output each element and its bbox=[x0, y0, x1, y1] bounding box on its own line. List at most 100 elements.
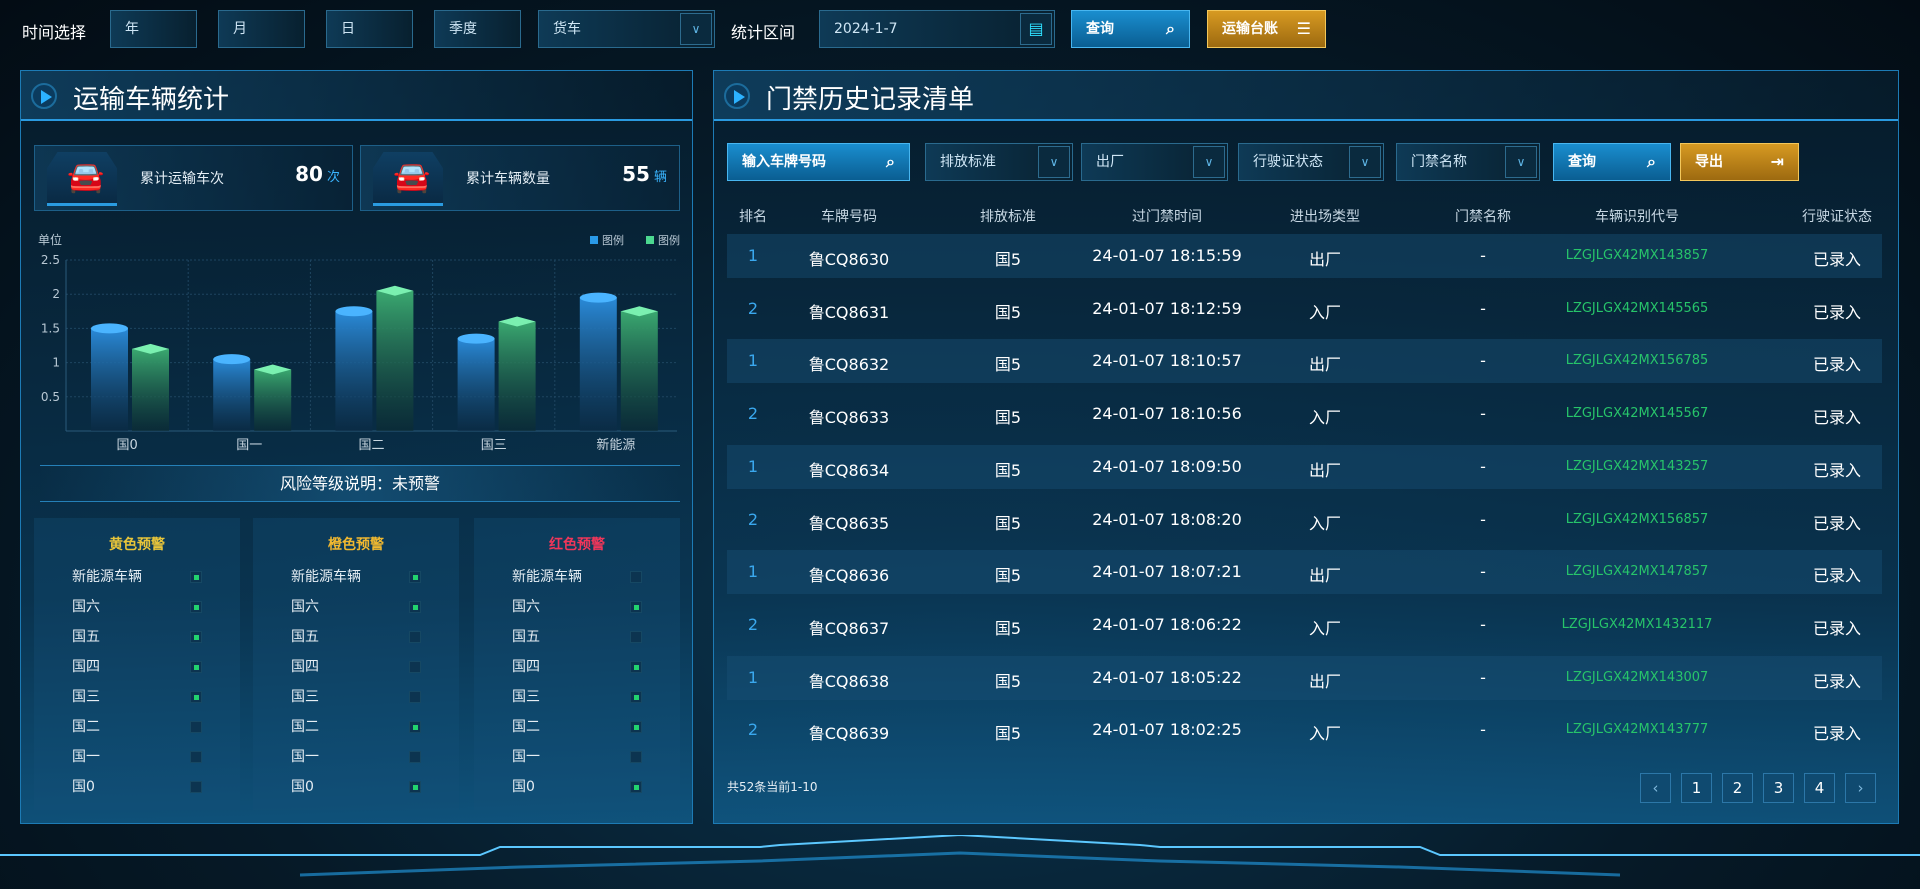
ledger-button[interactable]: 运输台账 ☰ bbox=[1207, 10, 1326, 48]
table-row[interactable]: 2 鲁CQ8639 国5 24-01-07 18:02:25 入厂 - LZGJLGX42M… bbox=[727, 708, 1882, 752]
status-indicator bbox=[630, 781, 642, 793]
gate-name-filter[interactable]: 门禁名称 ∨ bbox=[1396, 143, 1540, 181]
warning-item: 国二 bbox=[253, 712, 459, 742]
emission-bar-chart: 单位 0.5 1 1.5 2 2.5 国0 国一 国二 国三 新能源 图例 图例 bbox=[38, 232, 680, 453]
gate-history-panel: 门禁历史记录清单 bbox=[713, 70, 1899, 824]
stat-value: 55 辆 bbox=[622, 162, 667, 186]
day-select[interactable]: 日 bbox=[326, 10, 413, 48]
play-icon bbox=[724, 83, 750, 109]
table-cell: LZGJLGX42MX143777 bbox=[1565, 722, 1709, 738]
table-cell: 1 bbox=[747, 246, 759, 265]
column-header: 排放标准 bbox=[980, 209, 1036, 225]
y-tick-label: 1.5 bbox=[41, 321, 60, 335]
table-row[interactable]: 2 鲁CQ8631 国5 24-01-07 18:12:59 入厂 - LZGJLGX42M… bbox=[727, 287, 1882, 331]
table-cell: - bbox=[1480, 562, 1486, 582]
table-cell: 24-01-07 18:05:22 bbox=[1092, 667, 1242, 687]
prev-page-button[interactable]: ‹ bbox=[1640, 773, 1671, 803]
plate-search-input[interactable]: 输入车牌号码 ⌕ bbox=[727, 143, 910, 181]
warning-item: 国四 bbox=[253, 652, 459, 682]
year-select[interactable]: 年 bbox=[110, 10, 197, 48]
table-query-button[interactable]: 查询 ⌕ bbox=[1553, 143, 1671, 181]
table-cell: 入厂 bbox=[1308, 724, 1342, 744]
bar bbox=[579, 297, 617, 431]
table-row[interactable]: 2 鲁CQ8635 国5 24-01-07 18:08:20 入厂 - LZGJLGX42M… bbox=[727, 498, 1882, 542]
legend-swatch bbox=[646, 236, 654, 244]
next-page-button[interactable]: › bbox=[1845, 773, 1876, 803]
vehicle-type-select[interactable]: 货车 ∨ bbox=[538, 10, 715, 48]
x-tick-label: 国一 bbox=[236, 438, 262, 453]
table-cell: 国5 bbox=[994, 355, 1022, 375]
warning-item: 国0 bbox=[474, 772, 680, 802]
date-input[interactable]: 2024-1-7 ▤ bbox=[819, 10, 1055, 48]
export-label: 导出 bbox=[1695, 154, 1723, 170]
license-status-filter[interactable]: 行驶证状态 ∨ bbox=[1238, 143, 1384, 181]
table-cell: LZGJLGX42MX156857 bbox=[1565, 511, 1709, 527]
table-row[interactable]: 1 鲁CQ8636 国5 24-01-07 18:07:21 出厂 - LZGJLGX42M… bbox=[727, 550, 1882, 595]
gate-name-value: 门禁名称 bbox=[1411, 154, 1467, 170]
warning-item-label: 国五 bbox=[72, 629, 100, 645]
table-row[interactable]: 1 鲁CQ8630 国5 24-01-07 18:15:59 出厂 - LZGJLGX42M… bbox=[727, 234, 1882, 278]
table-cell: 24-01-07 18:10:56 bbox=[1092, 404, 1242, 424]
warning-item-label: 国五 bbox=[291, 629, 319, 645]
status-indicator bbox=[409, 571, 421, 583]
status-indicator bbox=[630, 571, 642, 583]
warning-column: 黄色预警 新能源车辆 国六 国五 国四 国三 国二 国一 国0 bbox=[34, 518, 240, 810]
car-icon: 🚘 bbox=[47, 152, 117, 206]
bar-cap bbox=[620, 306, 658, 317]
warning-item-label: 新能源车辆 bbox=[72, 569, 142, 585]
table-cell: 出厂 bbox=[1308, 671, 1342, 691]
warning-item-label: 国0 bbox=[291, 779, 314, 795]
table-cell: - bbox=[1480, 614, 1486, 634]
warning-title: 橙色预警 bbox=[328, 537, 384, 553]
x-tick-label: 新能源 bbox=[596, 437, 635, 453]
warning-item-label: 国六 bbox=[72, 599, 100, 615]
emission-filter-value: 排放标准 bbox=[940, 154, 996, 170]
license-status-value: 行驶证状态 bbox=[1253, 154, 1323, 170]
warning-title: 黄色预警 bbox=[109, 537, 165, 553]
calendar-icon[interactable]: ▤ bbox=[1020, 13, 1052, 45]
warning-item-label: 国二 bbox=[72, 719, 100, 735]
table-cell: 24-01-07 18:02:25 bbox=[1092, 720, 1242, 740]
table-cell: 入厂 bbox=[1308, 513, 1342, 533]
column-header: 车牌号码 bbox=[821, 209, 877, 225]
query-button[interactable]: 查询 ⌕ bbox=[1071, 10, 1190, 48]
table-cell: 2 bbox=[747, 404, 759, 424]
y-tick-label: 0.5 bbox=[41, 390, 60, 404]
warning-item: 国三 bbox=[253, 682, 459, 712]
table-cell: 2 bbox=[747, 614, 759, 634]
warning-item-label: 国四 bbox=[291, 659, 319, 675]
direction-filter[interactable]: 出厂 ∨ bbox=[1081, 143, 1228, 181]
table-row[interactable]: 1 鲁CQ8632 国5 24-01-07 18:10:57 出厂 - LZGJLGX42M… bbox=[727, 339, 1882, 384]
y-tick-label: 2 bbox=[52, 287, 60, 301]
table-cell: - bbox=[1480, 404, 1486, 424]
table-cell: 已录入 bbox=[1812, 566, 1862, 586]
emission-filter[interactable]: 排放标准 ∨ bbox=[925, 143, 1073, 181]
status-indicator bbox=[190, 601, 202, 613]
table-cell: 24-01-07 18:10:57 bbox=[1092, 351, 1242, 371]
status-indicator bbox=[630, 721, 642, 733]
bar-cap bbox=[457, 333, 495, 344]
bar-cap bbox=[91, 323, 128, 334]
month-select[interactable]: 月 bbox=[218, 10, 305, 48]
search-icon: ⌕ bbox=[886, 152, 895, 171]
query-label: 查询 bbox=[1086, 21, 1114, 37]
page-button[interactable]: 2 bbox=[1722, 773, 1753, 803]
column-header: 门禁名称 bbox=[1455, 209, 1511, 225]
table-row[interactable]: 1 鲁CQ8638 国5 24-01-07 18:05:22 出厂 - LZGJLGX42M… bbox=[727, 655, 1882, 700]
bar-cap bbox=[579, 292, 617, 303]
panel-title: 门禁历史记录清单 bbox=[766, 85, 975, 115]
bar-cap bbox=[213, 354, 251, 365]
table-cell: 已录入 bbox=[1812, 460, 1862, 480]
legend-swatch bbox=[590, 236, 598, 244]
table-cell: 24-01-07 18:12:59 bbox=[1092, 298, 1242, 318]
page-button[interactable]: 3 bbox=[1763, 773, 1794, 803]
quarter-select[interactable]: 季度 bbox=[434, 10, 521, 48]
export-button[interactable]: 导出 ⇥ bbox=[1680, 143, 1799, 181]
page-button[interactable]: 4 bbox=[1804, 773, 1835, 803]
table-row[interactable]: 2 鲁CQ8637 国5 24-01-07 18:06:22 入厂 - LZGJLGX42M… bbox=[727, 603, 1882, 647]
table-cell: 入厂 bbox=[1308, 302, 1342, 322]
ledger-label: 运输台账 bbox=[1222, 21, 1278, 37]
table-row[interactable]: 2 鲁CQ8633 国5 24-01-07 18:10:56 入厂 - LZGJLGX42M… bbox=[727, 392, 1882, 436]
page-button[interactable]: 1 bbox=[1681, 773, 1712, 803]
table-row[interactable]: 1 鲁CQ8634 国5 24-01-07 18:09:50 出厂 - LZGJLGX42M… bbox=[727, 444, 1882, 489]
